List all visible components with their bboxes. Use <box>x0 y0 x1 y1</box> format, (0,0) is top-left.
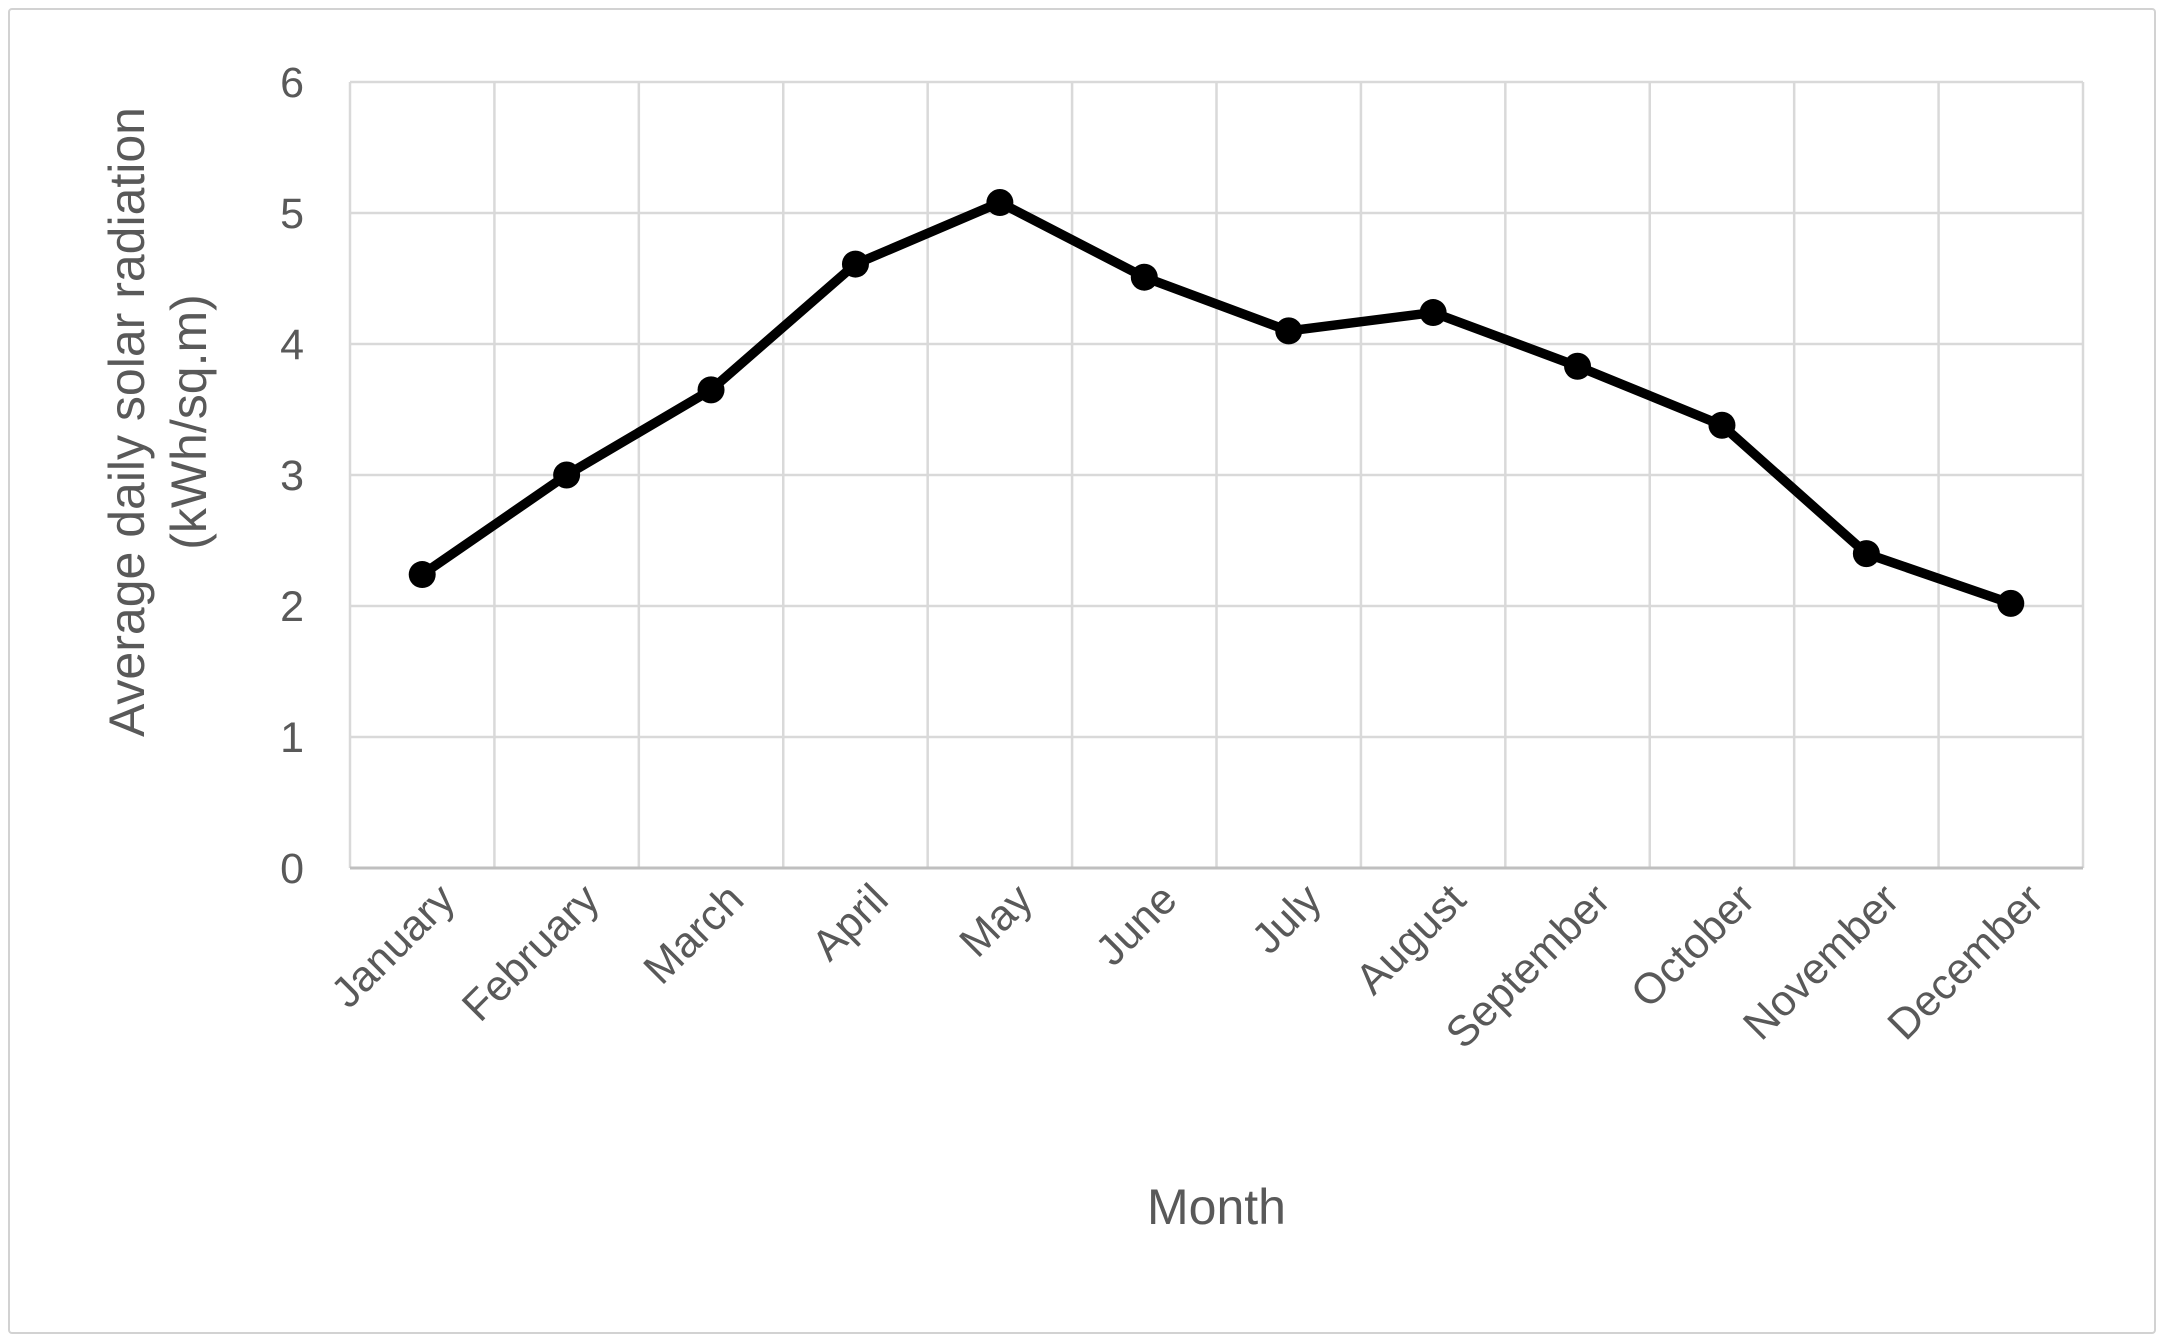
data-point-marker <box>1564 352 1592 380</box>
y-axis-tick-label: 4 <box>280 321 304 369</box>
x-axis-tick-label: November <box>1734 875 1908 1049</box>
x-axis-tick-label: April <box>803 875 898 970</box>
x-axis-tick-label: October <box>1622 875 1764 1017</box>
y-axis-tick-label: 0 <box>280 845 304 893</box>
data-point-marker <box>841 250 869 278</box>
x-axis-tick-label: May <box>951 875 1043 967</box>
data-point-marker <box>1419 299 1447 327</box>
series-line <box>417 197 2016 609</box>
y-axis-tick-label: 6 <box>280 59 304 107</box>
y-axis-tick-label: 2 <box>280 583 304 631</box>
x-axis-tick-label: August <box>1347 875 1476 1004</box>
data-point-marker <box>1275 317 1303 345</box>
data-point-marker <box>1997 589 2025 617</box>
y-axis-title: Average daily solar radiation (kWh/sq.m) <box>96 52 220 792</box>
x-axis-tick-label: July <box>1243 875 1331 963</box>
x-axis-tick-label: June <box>1086 875 1186 975</box>
x-axis-title: Month <box>1147 1179 1286 1235</box>
data-point-marker <box>553 461 581 489</box>
data-point-marker <box>1852 540 1880 568</box>
data-point-marker <box>408 561 436 589</box>
x-axis-tick-label: December <box>1879 875 2053 1049</box>
y-axis-tick-label: 1 <box>280 714 304 762</box>
data-point-marker <box>986 189 1014 217</box>
x-axis-tick-label: February <box>453 875 609 1031</box>
data-point-marker <box>1708 411 1736 439</box>
y-axis-tick-label: 3 <box>280 452 304 500</box>
y-axis-tick-label: 5 <box>280 190 304 238</box>
y-axis-title-line1: Average daily solar radiation <box>99 107 155 738</box>
data-point-marker <box>697 376 725 404</box>
x-axis-tick-label: March <box>635 875 753 993</box>
x-axis-tick-label: January <box>322 875 464 1017</box>
data-point-marker <box>1130 263 1158 291</box>
y-axis-title-line2: (kWh/sq.m) <box>161 294 217 550</box>
